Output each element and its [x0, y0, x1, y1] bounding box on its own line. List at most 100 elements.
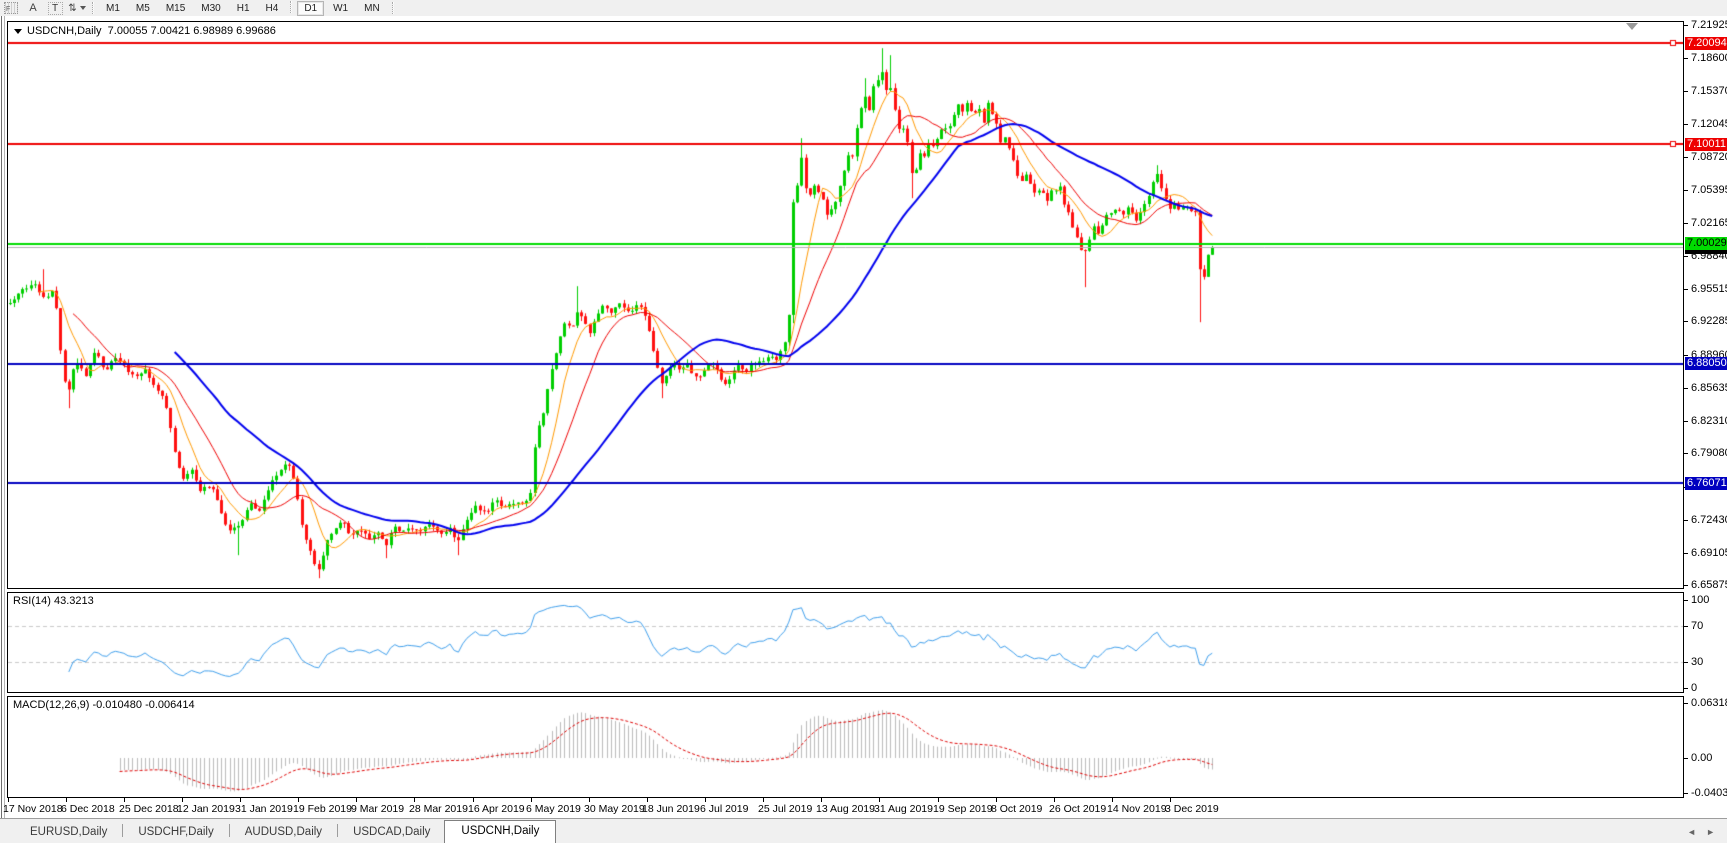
tab-audusd[interactable]: AUDUSD,Daily: [244, 826, 323, 838]
date-tick-mark: [531, 798, 532, 802]
grid-f-icon[interactable]: F: [2, 1, 20, 15]
font-a-icon[interactable]: A: [29, 2, 37, 14]
y-axis-tick-mark: [1684, 90, 1688, 92]
window-edge: [4, 16, 5, 818]
dropdown-caret-icon: [79, 6, 86, 10]
timeframe-button-m1[interactable]: M1: [106, 2, 120, 14]
date-label: 13 Aug 2019: [816, 803, 875, 815]
symbol-dropdown-icon[interactable]: [14, 28, 22, 34]
rsi-axis-label: 70: [1691, 620, 1704, 633]
toolbar-separator: [92, 2, 94, 14]
date-tick-mark: [240, 798, 241, 802]
arrows-icon[interactable]: ⇅: [68, 1, 86, 15]
text-t-icon[interactable]: T: [46, 1, 64, 15]
tab-usdchf[interactable]: USDCHF,Daily: [138, 826, 214, 838]
tab-separator: [122, 824, 124, 837]
tab-usdcnh[interactable]: USDCNH,Daily: [444, 820, 557, 843]
tab-scroll-left-icon[interactable]: ◄: [1687, 827, 1697, 837]
y-axis-tick-mark: [1684, 387, 1688, 389]
date-label: 12 Jan 2019: [177, 803, 235, 815]
date-tick-mark: [298, 798, 299, 802]
macd-panel: MACD(12,26,9) -0.010480 -0.006414: [7, 696, 1684, 798]
date-label: 9 Mar 2019: [351, 803, 405, 815]
date-tick-mark: [414, 798, 415, 802]
date-tick-mark: [647, 798, 648, 802]
y-axis-tick-label: 7.05395: [1691, 184, 1727, 197]
price-axis[interactable]: 7.21925 7.18600 7.15370 7.12045 7.08720 7.053…: [1684, 16, 1727, 818]
y-axis-tick-mark: [1684, 123, 1688, 125]
y-axis-tick-mark: [1684, 222, 1688, 224]
timeframe-button-w1[interactable]: W1: [333, 2, 349, 14]
y-axis-tick-mark: [1684, 519, 1688, 521]
date-tick-mark: [821, 798, 822, 802]
chart-title-text: USDCNH,Daily 7.00055 7.00421 6.98989 6.9…: [27, 25, 276, 37]
y-axis-tick-label: 6.69105: [1691, 547, 1727, 560]
rsi-panel: RSI(14) 43.3213: [7, 592, 1684, 693]
y-axis-tick-label: 7.21925: [1691, 18, 1727, 31]
timeframe-button-m15[interactable]: M15: [165, 2, 186, 14]
date-label: 25 Dec 2018: [119, 803, 179, 815]
chart-window: USDCNH,Daily 7.00055 7.00421 6.98989 6.9…: [0, 16, 1727, 818]
date-label: 14 Nov 2019: [1107, 803, 1167, 815]
price-line-label: 7.20094: [1685, 36, 1727, 50]
macd-label: MACD(12,26,9) -0.010480 -0.006414: [13, 699, 195, 711]
y-axis-tick-mark: [1684, 190, 1688, 192]
tab-scroll-buttons: ◄ ►: [1687, 827, 1715, 837]
date-label: 19 Sep 2019: [933, 803, 993, 815]
date-label: 6 May 2019: [526, 803, 581, 815]
tab-scroll-right-icon[interactable]: ►: [1706, 827, 1715, 837]
date-label: 31 Jan 2019: [235, 803, 293, 815]
y-axis-tick-label: 6.92285: [1691, 315, 1727, 328]
date-label: 3 Dec 2019: [1165, 803, 1219, 815]
y-axis-tick-mark: [1684, 58, 1688, 60]
time-axis[interactable]: 17 Nov 2018 6 Dec 2018 25 Dec 2018 12 Jan 2…: [3, 798, 1684, 818]
macd-tick-mark: [1684, 793, 1688, 795]
timeframe-button-h4[interactable]: H4: [265, 2, 279, 14]
y-axis-tick-label: 7.08720: [1691, 151, 1727, 163]
date-tick-mark: [124, 798, 125, 802]
price-line-label: 6.76071: [1685, 476, 1727, 490]
y-axis-tick-label: 7.18600: [1691, 52, 1727, 65]
date-tick-mark: [356, 798, 357, 802]
timeframe-button-mn[interactable]: MN: [364, 2, 380, 14]
y-axis-tick-mark: [1684, 289, 1688, 291]
y-axis-tick-label: 6.72430: [1691, 513, 1727, 526]
date-tick-mark: [763, 798, 764, 802]
date-tick-mark: [1054, 798, 1055, 802]
date-tick-mark: [66, 798, 67, 802]
tab-separator: [228, 824, 230, 837]
chart-shift-marker-icon[interactable]: [1626, 23, 1638, 30]
tab-eurusd[interactable]: EURUSD,Daily: [30, 826, 108, 838]
rsi-canvas[interactable]: [8, 593, 1683, 692]
y-axis-tick-label: 7.15370: [1691, 84, 1727, 97]
rsi-axis-label: 30: [1691, 655, 1704, 668]
price-line-label: 7.00029: [1685, 237, 1727, 251]
timeframe-button-h1[interactable]: H1: [236, 2, 250, 14]
date-label: 26 Oct 2019: [1049, 803, 1107, 815]
date-tick-mark: [8, 798, 9, 802]
date-label: 8 Oct 2019: [991, 803, 1043, 815]
date-label: 6 Dec 2018: [61, 803, 115, 815]
window-edge: [1, 16, 2, 818]
y-axis-tick-label: 6.85635: [1691, 381, 1727, 394]
timeframe-button-m5[interactable]: M5: [135, 2, 150, 14]
rsi-tick-mark: [1684, 661, 1688, 663]
date-tick-mark: [705, 798, 706, 802]
rsi-tick-mark: [1684, 688, 1688, 689]
date-label: 16 Apr 2019: [468, 803, 525, 815]
timeframe-buttons: M1 M5 M15 M30 H1 H4 D1 W1 MN: [98, 0, 388, 16]
timeframe-button-d1[interactable]: D1: [297, 0, 325, 16]
rsi-tick-mark: [1684, 626, 1688, 628]
date-tick-mark: [1170, 798, 1171, 802]
date-label: 17 Nov 2018: [3, 803, 63, 815]
y-axis-tick-mark: [1684, 421, 1688, 423]
macd-axis-label: -0.040355: [1691, 787, 1727, 800]
tab-usdcad[interactable]: USDCAD,Daily: [353, 826, 431, 838]
y-axis-tick-label: 6.65875: [1691, 579, 1727, 592]
candlestick-canvas[interactable]: [8, 22, 1683, 588]
macd-canvas[interactable]: [8, 697, 1683, 797]
y-axis-tick-mark: [1684, 585, 1688, 587]
macd-axis-label: 0.063184: [1691, 697, 1727, 709]
timeframe-button-m30[interactable]: M30: [201, 2, 221, 14]
